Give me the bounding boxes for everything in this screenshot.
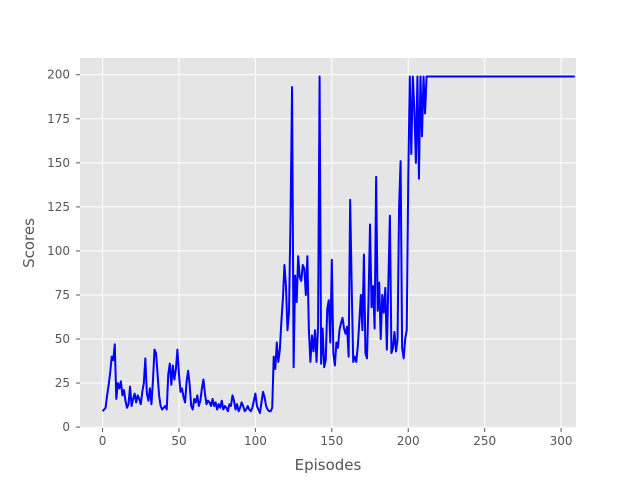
y-tick-label-50: 50 [55,332,70,346]
y-tick-label-75: 75 [55,288,70,302]
y-tick-label-175: 175 [47,112,70,126]
x-tick-label-100: 100 [244,434,267,448]
y-tick-label-100: 100 [47,244,70,258]
y-tick-label-0: 0 [62,420,70,434]
x-tick-label-50: 50 [171,434,186,448]
y-tick-label-200: 200 [47,68,70,82]
y-axis-label: Scores [20,218,38,268]
x-tick-label-0: 0 [99,434,107,448]
x-tick-label-300: 300 [550,434,573,448]
x-tick-label-200: 200 [397,434,420,448]
x-tick-label-250: 250 [473,434,496,448]
axis-ticks [76,74,562,432]
x-tick-label-150: 150 [320,434,343,448]
series-line-scores [101,75,575,415]
x-axis-label: Episodes [295,456,362,474]
y-tick-label-150: 150 [47,156,70,170]
y-tick-label-25: 25 [55,376,70,390]
plot-background [80,58,576,428]
tick-labels: 0 50 100 150 200 250 300 0 25 50 75 100 125 150 175 200 [47,68,572,448]
y-tick-label-125: 125 [47,200,70,214]
